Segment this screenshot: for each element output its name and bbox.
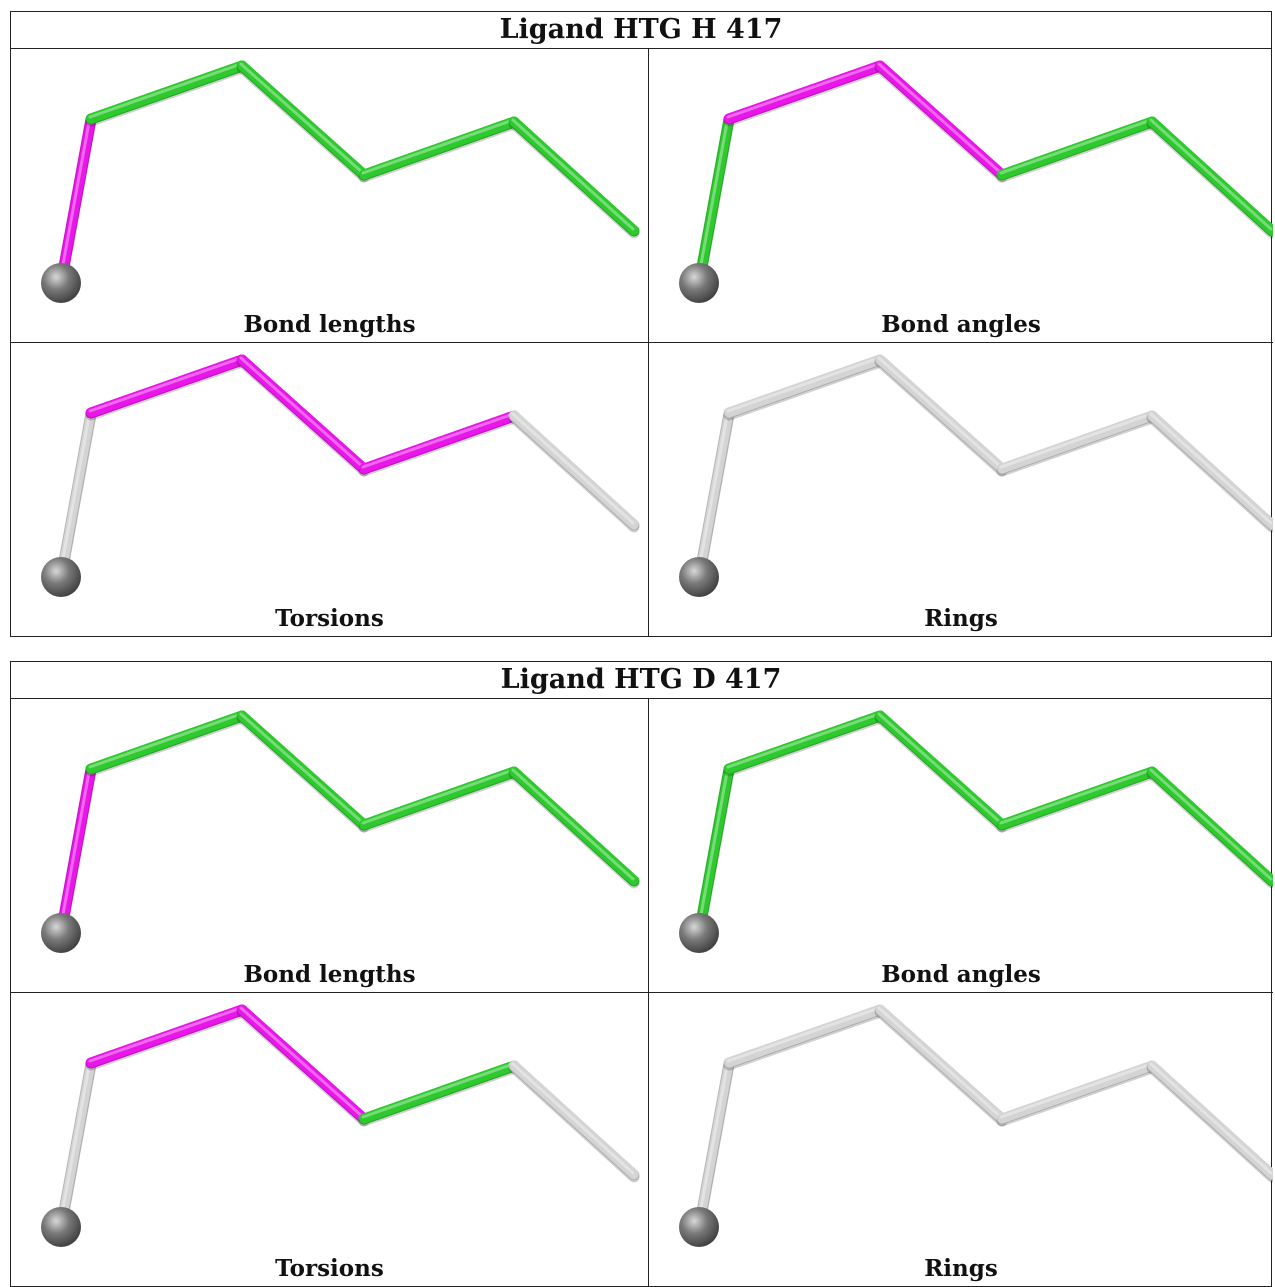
bond-1-ok <box>693 763 735 941</box>
bond-4-not-applicable <box>996 410 1158 477</box>
bond-1-outlier <box>55 763 97 941</box>
atom-ball <box>41 1207 81 1247</box>
panel-bond-lengths: Bond lengths <box>11 699 649 993</box>
bond-4-ok <box>358 766 520 833</box>
bond-1-not-applicable <box>693 1057 735 1235</box>
bond-2-outlier <box>723 60 886 127</box>
bond-5-ok <box>508 766 640 889</box>
atom-ball <box>41 913 81 953</box>
atom-ball <box>679 1207 719 1247</box>
panel-label: Torsions <box>275 605 384 632</box>
atom-ball <box>679 263 719 303</box>
bond-5-not-applicable <box>1146 410 1273 533</box>
ligand-structure-diagram <box>41 710 640 953</box>
atom-ball <box>41 557 81 597</box>
panel-label: Bond lengths <box>243 961 416 988</box>
bond-4-outlier <box>358 410 520 477</box>
ligand-title: Ligand HTG D 417 <box>11 662 1271 699</box>
panel-bond-angles: Bond angles <box>649 699 1273 993</box>
atom-ball <box>679 913 719 953</box>
ligand-title: Ligand HTG H 417 <box>11 12 1271 49</box>
bond-5-not-applicable <box>1146 1060 1273 1183</box>
bond-3-not-applicable <box>874 354 1008 477</box>
panel-label: Torsions <box>275 1255 384 1282</box>
ligand-structure-diagram <box>679 710 1273 953</box>
bond-5-ok <box>1146 116 1273 239</box>
ligand-structure-diagram <box>41 1004 640 1247</box>
bond-1-not-applicable <box>55 1057 97 1235</box>
bond-1-not-applicable <box>693 407 735 585</box>
panel-label: Bond lengths <box>243 311 416 338</box>
bond-2-not-applicable <box>723 1004 886 1071</box>
panel-rings: Rings <box>649 343 1273 636</box>
bond-1-outlier <box>55 113 97 291</box>
bond-5-not-applicable <box>508 410 640 533</box>
bond-5-not-applicable <box>508 1060 640 1183</box>
bond-4-ok <box>358 1060 520 1127</box>
bond-4-ok <box>996 766 1158 833</box>
ligand-structure-diagram <box>41 354 640 597</box>
bond-1-not-applicable <box>55 407 97 585</box>
bond-5-ok <box>1146 766 1273 889</box>
bond-2-ok <box>723 710 886 777</box>
bond-2-ok <box>85 710 248 777</box>
validation-panel-grid: Bond lengths Bond angles Torsions Rings <box>11 49 1273 636</box>
panel-torsions: Torsions <box>11 343 649 636</box>
bond-2-outlier <box>85 1004 248 1071</box>
bond-2-not-applicable <box>723 354 886 421</box>
bond-3-outlier <box>236 1004 370 1127</box>
bond-1-ok <box>693 113 735 291</box>
ligand-structure-diagram <box>41 60 640 303</box>
bond-3-ok <box>236 710 370 833</box>
bond-3-outlier <box>874 60 1008 183</box>
panel-label: Bond angles <box>881 311 1041 338</box>
bond-2-outlier <box>85 354 248 421</box>
bond-3-ok <box>236 60 370 183</box>
ligand-structure-diagram <box>679 354 1273 597</box>
ligand-structure-diagram <box>679 60 1273 303</box>
atom-ball <box>41 263 81 303</box>
bond-4-ok <box>996 116 1158 183</box>
ligand-block-1: Ligand HTG H 417 Bond lengths Bond angle… <box>10 11 1273 637</box>
bond-3-not-applicable <box>874 1004 1008 1127</box>
panel-rings: Rings <box>649 993 1273 1286</box>
validation-panel-grid: Bond lengths Bond angles Torsions Rings <box>11 699 1273 1286</box>
panel-bond-angles: Bond angles <box>649 49 1273 343</box>
ligand-block-2: Ligand HTG D 417 Bond lengths Bond angle… <box>10 661 1273 1287</box>
panel-label: Rings <box>924 1255 998 1282</box>
panel-torsions: Torsions <box>11 993 649 1286</box>
bond-3-outlier <box>236 354 370 477</box>
bond-2-ok <box>85 60 248 127</box>
bond-5-ok <box>508 116 640 239</box>
panel-bond-lengths: Bond lengths <box>11 49 649 343</box>
ligand-structure-diagram <box>679 1004 1273 1247</box>
panel-label: Rings <box>924 605 998 632</box>
bond-4-not-applicable <box>996 1060 1158 1127</box>
bond-3-ok <box>874 710 1008 833</box>
atom-ball <box>679 557 719 597</box>
panel-label: Bond angles <box>881 961 1041 988</box>
bond-4-ok <box>358 116 520 183</box>
